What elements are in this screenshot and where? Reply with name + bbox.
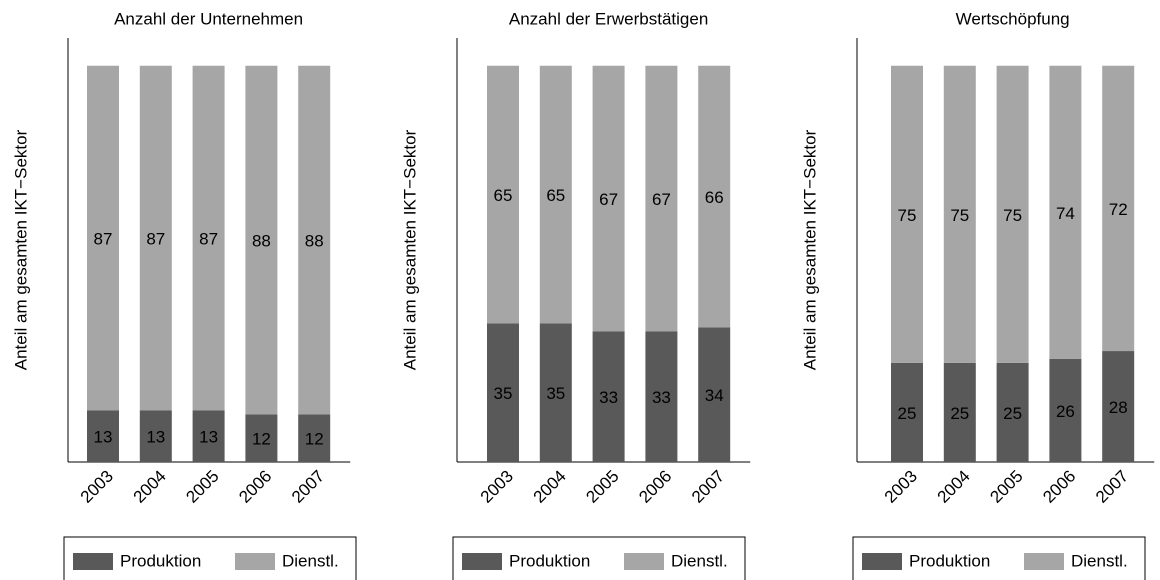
legend-swatch	[73, 553, 113, 570]
value-label: 34	[705, 386, 724, 405]
value-label: 25	[1003, 404, 1022, 423]
value-label: 12	[305, 430, 324, 449]
bar-segment	[1049, 358, 1082, 462]
bar-segment	[943, 65, 976, 363]
x-tick-label: 2006	[635, 467, 675, 507]
value-label: 26	[1056, 402, 1075, 421]
bar-segment	[192, 65, 225, 411]
legend-swatch	[624, 553, 664, 570]
value-label: 65	[546, 186, 565, 205]
bar-segment	[245, 65, 278, 415]
chart-title: Anzahl der Erwerbstätigen	[509, 9, 708, 28]
value-label: 75	[1003, 206, 1022, 225]
legend-label: Dienstl.	[282, 551, 339, 570]
legend-label: Produktion	[120, 551, 201, 570]
bar-segment	[996, 362, 1029, 462]
bar-segment	[592, 65, 625, 332]
value-label: 65	[494, 186, 513, 205]
x-tick-label: 2004	[130, 467, 170, 507]
value-label: 88	[252, 232, 271, 251]
legend-swatch	[235, 553, 275, 570]
bar-segment	[87, 410, 119, 462]
value-label: 87	[199, 230, 218, 249]
legend-swatch	[462, 553, 502, 570]
value-label: 33	[599, 388, 618, 407]
x-tick-label: 2005	[582, 467, 622, 507]
value-label: 13	[94, 428, 113, 447]
value-label: 87	[94, 230, 113, 249]
bar-segment	[891, 362, 923, 462]
bar-segment	[943, 362, 976, 462]
value-label: 72	[1109, 200, 1128, 219]
x-tick-label: 2005	[182, 467, 222, 507]
value-label: 75	[898, 206, 917, 225]
legend-swatch	[1024, 553, 1064, 570]
bar-segment	[298, 65, 331, 415]
value-label: 13	[146, 428, 165, 447]
bar-segment	[139, 410, 172, 462]
bar-segment	[539, 323, 572, 462]
legend-label: Produktion	[509, 551, 590, 570]
y-axis-label: Anteil am gesamten IKT−Sektor	[800, 129, 819, 370]
bar-segment	[645, 65, 678, 332]
value-label: 25	[898, 404, 917, 423]
value-label: 66	[705, 188, 724, 207]
value-label: 25	[950, 404, 969, 423]
bar-segment	[592, 331, 625, 462]
x-tick-label: 2003	[77, 467, 117, 507]
value-label: 28	[1109, 398, 1128, 417]
value-label: 67	[599, 190, 618, 209]
chart-title: Wertschöpfung	[956, 9, 1070, 28]
value-label: 12	[252, 430, 271, 449]
bar-segment	[87, 65, 119, 411]
value-label: 67	[652, 190, 671, 209]
legend-label: Produktion	[909, 551, 990, 570]
value-label: 13	[199, 428, 218, 447]
bar-segment	[192, 410, 225, 462]
bar-segment	[539, 65, 572, 324]
legend-box	[852, 536, 1146, 580]
value-label: 75	[950, 206, 969, 225]
x-tick-label: 2006	[1039, 467, 1079, 507]
x-tick-label: 2005	[986, 467, 1026, 507]
bar-segment	[298, 414, 331, 462]
x-tick-label: 2007	[1092, 467, 1132, 507]
x-tick-label: 2003	[881, 467, 921, 507]
bar-segment	[1049, 65, 1082, 359]
bar-segment	[698, 327, 731, 462]
legend-swatch	[862, 553, 902, 570]
x-tick-label: 2003	[477, 467, 517, 507]
chart-title: Anzahl der Unternehmen	[114, 9, 303, 28]
bar-segment	[698, 65, 731, 328]
legend-label: Dienstl.	[1071, 551, 1128, 570]
legend-box	[63, 536, 357, 580]
bar-segment	[487, 323, 519, 462]
bar-segment	[139, 65, 172, 411]
x-tick-label: 2007	[288, 467, 328, 507]
value-label: 87	[146, 230, 165, 249]
value-label: 33	[652, 388, 671, 407]
bar-segment	[891, 65, 923, 363]
value-label: 35	[494, 384, 513, 403]
bar-segment	[1102, 65, 1135, 352]
bar-segment	[996, 65, 1029, 363]
bar-segment	[487, 65, 519, 324]
y-axis-label: Anteil am gesamten IKT−Sektor	[11, 129, 30, 370]
x-tick-label: 2007	[688, 467, 728, 507]
x-tick-label: 2006	[235, 467, 275, 507]
value-label: 35	[546, 384, 565, 403]
y-axis-label: Anteil am gesamten IKT−Sektor	[400, 129, 419, 370]
legend-label: Dienstl.	[671, 551, 728, 570]
value-label: 74	[1056, 204, 1075, 223]
x-tick-label: 2004	[934, 467, 974, 507]
bar-segment	[1102, 351, 1135, 462]
bar-segment	[645, 331, 678, 462]
x-tick-label: 2004	[530, 467, 570, 507]
bar-segment	[245, 414, 278, 462]
legend-box	[452, 536, 746, 580]
value-label: 88	[305, 232, 324, 251]
